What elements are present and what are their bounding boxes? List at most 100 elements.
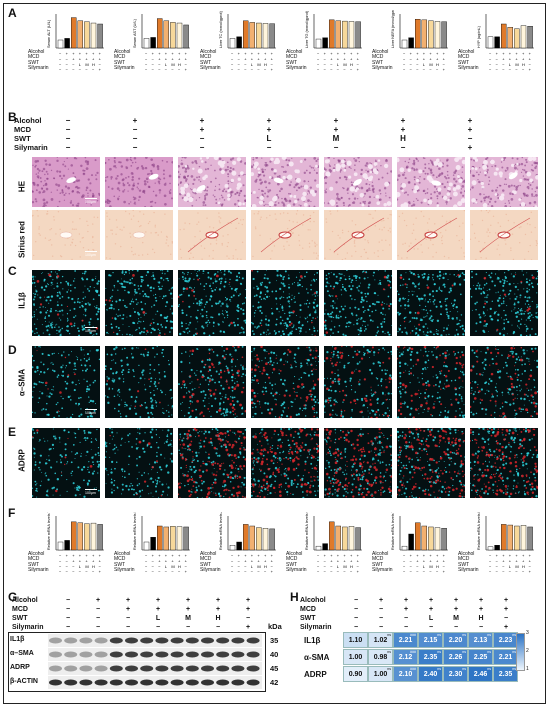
panel-a-treatment-labels: Alcohol MCD SWT Silymarin [458,50,486,72]
panel-a-bar [237,37,242,48]
group-row-label: MCD [14,125,31,134]
treatment-sign: − [79,569,82,574]
group-sign: + [259,116,279,125]
blot-band [247,638,260,644]
row-label-asma: α–SMA [18,363,27,403]
panel-f-chart-4: Relative mRNA levels Col1a1/Gapdh − + + + + + +… [286,512,364,576]
treatment-sign: + [509,558,512,563]
treatment-sign: − [238,564,241,569]
treatment-sign: − [403,553,406,558]
heatmap-cell: 2.13 ns [468,632,493,648]
h-group-sign: + [396,605,416,614]
panel-f-chart-5: Relative mRNA levels Timp1/Gapdh − + + + + + + −… [372,512,450,576]
blot-row-2 [48,648,262,661]
panel-a-bar [488,37,493,48]
treatment-sign: + [357,569,360,574]
blot-band [79,666,92,672]
blot-row-1 [48,634,262,647]
treatment-sign: + [423,553,426,558]
panel-a-bar [177,23,182,48]
treatment-sign: + [509,51,512,56]
heatmap-cell: 2.21 ### [393,632,418,648]
treatment-sign: + [443,553,446,558]
wb-group-row-label: Alcohol [12,596,38,605]
treatment-sign: + [264,51,267,56]
wb-group-sign: − [88,605,108,614]
blot-band [79,652,92,658]
wb-group-sign: + [208,605,228,614]
panel-f-bar [336,526,341,550]
treatment-sign: + [515,553,518,558]
treatment-sign: H [178,564,181,569]
wb-group-sign: L [148,614,168,623]
group-row-label: Silymarin [14,143,48,152]
treatment-sign: + [357,56,360,61]
treatment-sign: + [79,51,82,56]
heatmap-value: 2.21 [499,654,513,661]
treatment-sign: + [343,56,346,61]
treatment-sign: L [79,564,82,569]
c-tile-6 [397,270,465,336]
treatment-sign: + [429,553,432,558]
panel-a-bar [508,27,513,48]
treatment-sign: + [271,67,274,72]
wb-group-sign: + [178,605,198,614]
group-sign: − [326,143,346,152]
panel-f-bar [329,522,334,550]
h-group-sign: − [371,614,391,623]
panel-a-treatment-labels: Alcohol MCD SWT Silymarin [200,50,228,72]
panel-a-bar [98,24,103,48]
significance-mark: ns [487,667,491,671]
panel-f-bar [349,526,354,550]
treatment-sign: − [317,569,320,574]
panel-f-bar [316,546,321,550]
treatment-sign: M [85,564,88,569]
treatment-sign: − [324,558,327,563]
blot-band [231,638,244,644]
wb-group-sign: + [208,596,228,605]
treatment-sign: − [231,67,234,72]
treatment-sign: + [171,553,174,558]
treatment-sign: − [66,569,69,574]
treatment-sign: − [317,553,320,558]
treatment-sign: − [515,569,518,574]
treatment-sign: + [158,558,161,563]
h-group-sign: − [371,605,391,614]
significance-mark: ns [462,633,466,637]
blot-band [49,638,62,644]
d-tile-4 [251,346,319,418]
blot-band [125,666,138,672]
panel-a-treatment-labels: Alcohol MCD SWT Silymarin [114,50,142,72]
treatment-sign: − [152,67,155,72]
treatment-sign: − [66,558,69,563]
treatment-sign: − [403,558,406,563]
treatment-sign: + [416,51,419,56]
panel-f-bar [323,544,328,550]
treatment-sign: − [410,569,413,574]
panel-a-chart-1: Serum ALT (U/L) − + + + + + + − − + + + + + − − − L M H − − − − −… [28,10,106,74]
treatment-sign: + [350,51,353,56]
kda-value: 42 [270,678,278,687]
blot-band [155,638,168,644]
kda-value: 40 [270,650,278,659]
treatment-sign: + [264,553,267,558]
treatment-sign: + [410,553,413,558]
panel-a-bar [270,24,275,48]
treatment-sign: − [66,564,69,569]
treatment-sign: + [158,553,161,558]
panel-f-bar [263,528,268,550]
treatment-sign: − [158,564,161,569]
treatment-sign: + [66,553,69,558]
treatment-sign: + [185,558,188,563]
treatment-sign: − [92,67,95,72]
heatmap-cell: 0.98 ns [368,649,393,665]
blot-band [64,680,77,686]
treatment-sign: − [343,569,346,574]
wb-group-sign: H [208,614,228,623]
treatment-sign: + [443,558,446,563]
treatment-sign: − [251,67,254,72]
treatment-sign: − [66,67,69,72]
significance-mark: ns [387,650,391,654]
treatment-sign: − [496,558,499,563]
kda-header: kDa [268,622,282,631]
